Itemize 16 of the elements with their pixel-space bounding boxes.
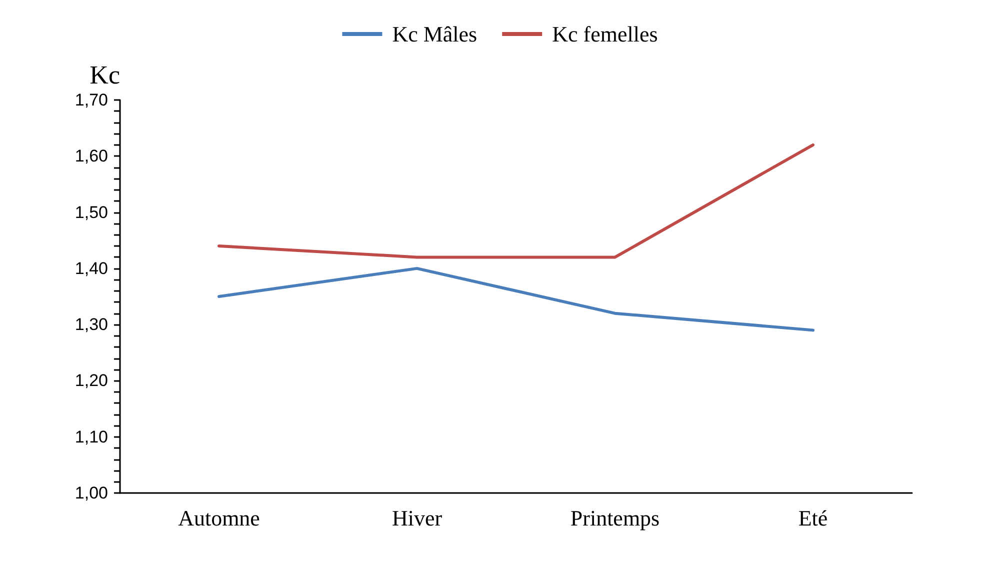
x-tick-label: Eté [798,506,828,530]
y-tick-label: 1,20 [74,371,108,390]
y-tick-label: 1,10 [74,427,108,446]
legend-label: Kc Mâles [392,22,478,46]
legend-label: Kc femelles [552,22,658,46]
line-series [218,266,814,332]
y-tick-label: 1,00 [74,484,108,502]
y-tick-label: 1,40 [74,258,108,278]
y-tick-label: 1,30 [74,315,108,334]
y-tick-label: 1,50 [74,202,108,222]
y-tick-label: 1,70 [74,90,108,110]
x-tick-label: Hiver [392,506,443,530]
y-axis-title: Kc [90,60,120,90]
y-tick-label: 1,60 [74,146,108,166]
x-tick-label: Automne [178,506,260,530]
x-tick-label: Printemps [570,506,660,530]
